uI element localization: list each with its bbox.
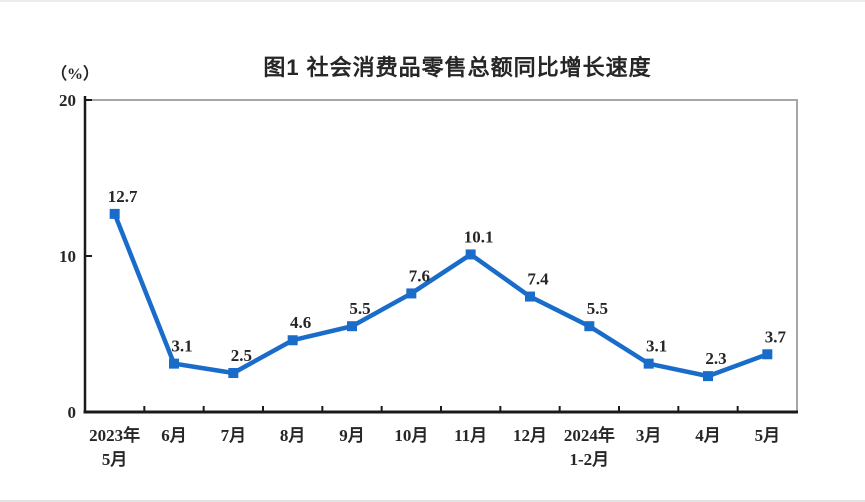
data-point-marker [703, 371, 713, 382]
y-axis-tick-label: 20 [59, 91, 76, 110]
data-point-label: 2.3 [705, 349, 726, 368]
y-axis-tick-label: 10 [59, 247, 76, 266]
x-axis-category-label: 2024年 1-2月 [564, 425, 615, 469]
x-axis-category-label: 7月 [221, 426, 247, 445]
x-axis-category-label: 9月 [339, 426, 365, 445]
y-axis-tick-label: 0 [68, 403, 77, 422]
data-point-marker [643, 358, 654, 369]
data-point-marker [169, 358, 179, 369]
data-point-label: 3.1 [171, 337, 192, 356]
data-series-line [112, 213, 769, 379]
data-point-marker [525, 291, 535, 302]
data-point-marker [228, 368, 239, 378]
data-point-marker [287, 335, 298, 346]
data-point-label: 3.7 [765, 327, 787, 346]
data-point-marker [347, 321, 357, 332]
x-axis-category-label: 3月 [636, 426, 662, 445]
y-axis-unit-label: （%） [50, 66, 99, 83]
data-point-label: 3.1 [646, 337, 667, 356]
data-point-label: 5.5 [587, 299, 608, 318]
x-axis-category-label: 5月 [755, 426, 781, 445]
data-point-label: 5.5 [349, 299, 370, 318]
x-axis-category-label: 10月 [394, 426, 428, 445]
data-point-marker [584, 321, 595, 332]
data-point-label: 2.5 [231, 346, 252, 365]
x-axis-category-label: 12月 [513, 426, 547, 445]
data-point-label: 4.6 [290, 313, 311, 332]
x-axis-category-label: 2023年 5月 [89, 425, 140, 469]
data-point-marker [406, 288, 417, 299]
data-point-marker [465, 249, 476, 260]
data-point-label: 10.1 [464, 227, 494, 246]
data-point-label: 7.4 [527, 270, 549, 289]
data-point-marker [109, 208, 120, 219]
x-axis-category-label: 8月 [280, 426, 306, 445]
data-point-label: 12.7 [108, 187, 138, 206]
x-axis-category-label: 4月 [695, 426, 721, 445]
chart-title: 图1 社会消费品零售总额同比增长速度 [263, 55, 652, 80]
data-point-label: 7.6 [409, 266, 430, 285]
x-axis-category-label: 11月 [454, 426, 487, 445]
x-axis-category-label: 6月 [161, 426, 187, 445]
data-point-marker [762, 349, 773, 360]
